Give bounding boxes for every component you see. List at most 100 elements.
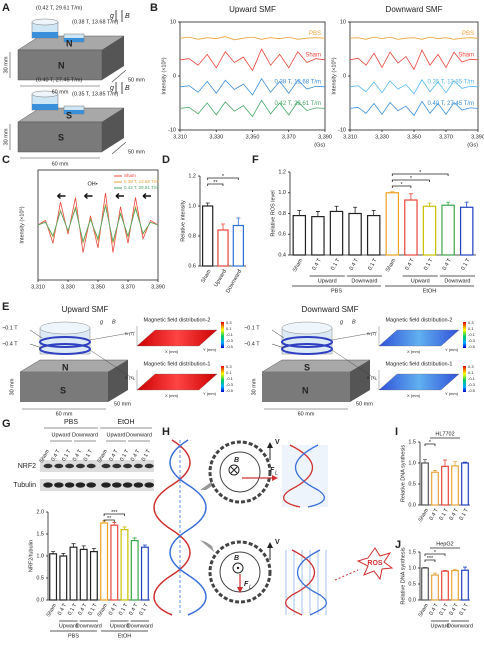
sig-label: * xyxy=(401,182,404,188)
distribution-title: Magnetic field distribution-2 xyxy=(386,317,453,323)
pole: S xyxy=(66,110,72,120)
colorbar-tick: -0.5 xyxy=(226,388,234,393)
field-label: ~0.4 T xyxy=(2,341,18,347)
spectrum-line xyxy=(37,192,159,253)
field-surface xyxy=(378,329,460,347)
colorbar-tick: -0.1 xyxy=(468,332,476,337)
error-bar xyxy=(112,522,117,526)
x-tick-label: Downward xyxy=(225,269,243,295)
field-label: (0.35 T, 13.85 T/m) xyxy=(72,91,118,97)
panel-letter: G xyxy=(2,418,11,430)
error-bar xyxy=(423,566,427,568)
sig-label: ** xyxy=(213,180,218,186)
band xyxy=(54,482,64,488)
x-tick-label: 0.4 T xyxy=(349,257,361,271)
field-label: ~0.1 T xyxy=(244,325,260,331)
x-tick-label: 0.4 T xyxy=(108,602,120,616)
series-label: 0.35 T, 13.85 T/m xyxy=(428,79,474,85)
x-tick-label: 0.1 T xyxy=(118,602,130,616)
y-axis-label: Relative intensity xyxy=(180,200,186,242)
band xyxy=(43,463,53,469)
sig-bracket xyxy=(424,559,436,562)
x-tick-label: Upward xyxy=(213,269,228,288)
field-label: (0.40 T, 27.45 T/m) xyxy=(36,77,82,83)
bar xyxy=(441,204,455,256)
panel-letter: J xyxy=(395,539,401,551)
y-tick-label: 1.0 xyxy=(278,190,286,196)
x-tick-label: 3,310 xyxy=(343,134,357,140)
band xyxy=(112,463,122,469)
error-bar xyxy=(453,568,457,571)
field-surface xyxy=(136,329,218,347)
bar xyxy=(292,214,307,256)
bar xyxy=(217,229,229,267)
x-tick-label: 3,370 xyxy=(121,284,135,290)
colorbar-tick: 0.1 xyxy=(468,370,474,375)
error-bar xyxy=(297,209,302,216)
band xyxy=(123,463,133,469)
series-label: Sham xyxy=(305,52,321,58)
y-tick-label: -10 xyxy=(338,127,346,133)
direction-label: Upward xyxy=(431,623,450,629)
x-tick-label: 3,370 xyxy=(282,134,296,140)
x-tick-label: 3,350 xyxy=(407,134,421,140)
axis-label: X (mm) xyxy=(165,349,179,354)
band xyxy=(43,482,53,488)
pole: S xyxy=(304,362,310,372)
bar xyxy=(431,574,439,601)
dimension: 60 mm xyxy=(52,89,69,95)
band xyxy=(101,463,111,469)
error-bar xyxy=(61,552,66,556)
pole: S xyxy=(58,132,64,142)
pole: N xyxy=(58,60,65,70)
y-axis-label: Relative DNA synthesis xyxy=(400,445,406,502)
x-tick-label: 0.1 T xyxy=(439,507,451,521)
dimension: 30 mm xyxy=(9,378,15,395)
gravity: g xyxy=(110,85,114,92)
gravity: g xyxy=(110,13,114,20)
x-tick-label: 0.1 T xyxy=(459,507,471,521)
x-tick-label: Sham xyxy=(418,507,431,523)
x-tick-label: 3,330 xyxy=(209,134,223,140)
band xyxy=(64,482,75,488)
error-bar xyxy=(205,202,210,206)
colorbar xyxy=(221,322,224,348)
panel-letter: F xyxy=(252,154,259,166)
direction-label: Downward xyxy=(447,623,473,629)
panel-letter: C xyxy=(2,154,10,166)
colorbar-tick: 0.3 xyxy=(468,364,474,369)
colorbar xyxy=(463,322,466,348)
dimension: 30 mm xyxy=(3,128,9,145)
axis-label: B (T) xyxy=(367,375,377,380)
colorbar-tick: -0.3 xyxy=(468,382,476,387)
lane-label: 0.1 T xyxy=(141,448,153,462)
field: B xyxy=(112,319,116,325)
bar xyxy=(404,199,418,256)
panel-letter: B xyxy=(150,2,158,14)
axis-label: Y (mm) xyxy=(445,391,459,396)
velocity-symbol: V xyxy=(275,439,280,446)
panel-title: Upward SMF xyxy=(62,305,109,314)
force-subscript: L xyxy=(275,470,278,476)
axis-label: B (T) xyxy=(125,331,135,336)
bar xyxy=(89,550,98,601)
band xyxy=(133,463,143,469)
bar xyxy=(329,210,344,256)
bar xyxy=(441,570,449,601)
bar xyxy=(451,465,459,506)
x-tick-label: 0.4 T xyxy=(404,257,416,271)
panel-h: B B F L F L V V ROS xyxy=(153,439,394,616)
sig-bracket xyxy=(391,179,430,182)
error-bar xyxy=(463,566,467,571)
colorbar-tick: 0.3 xyxy=(226,364,232,369)
x-tick-label: 0.4 T xyxy=(429,602,441,616)
colorbar-tick: -0.3 xyxy=(468,338,476,343)
series-label: PBS xyxy=(309,31,321,37)
bar xyxy=(140,546,149,601)
x-tick-label: 0.4 T xyxy=(128,602,140,616)
colorbar-tick: 0.1 xyxy=(226,370,232,375)
x-axis-label: (Gs) xyxy=(467,142,478,148)
x-tick-label: 0.4 T xyxy=(311,257,323,271)
bar xyxy=(49,553,58,601)
group-label: PBS xyxy=(64,419,78,426)
